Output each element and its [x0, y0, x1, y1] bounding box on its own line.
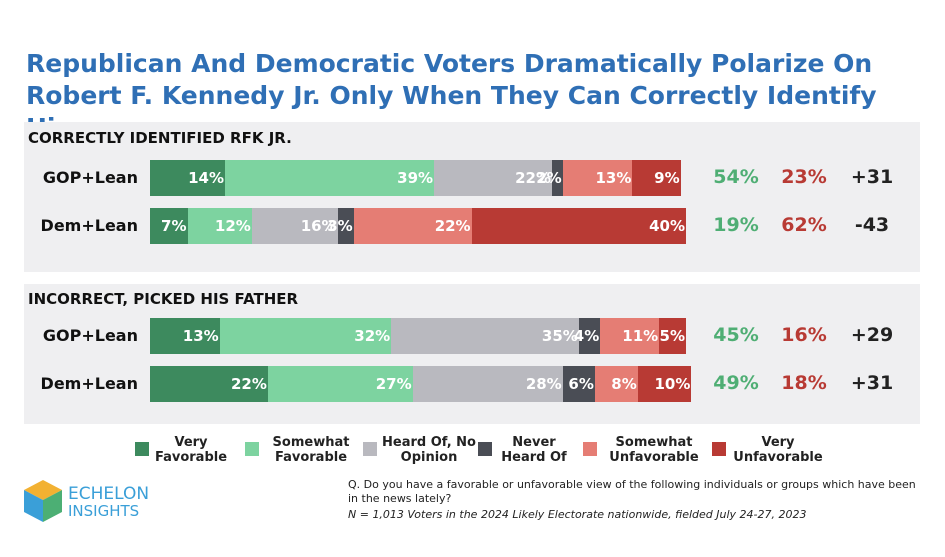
data-label: 22%	[515, 169, 551, 187]
data-label: 12%	[214, 217, 251, 235]
total-value: 18%	[781, 372, 827, 394]
category-label: GOP+Lean	[42, 326, 138, 345]
legend-label: Very Favorable	[154, 435, 228, 465]
logo-text: INSIGHTS	[68, 502, 140, 520]
legend-label: Never Heard Of	[501, 435, 567, 465]
data-label: 9%	[654, 169, 680, 187]
category-label: GOP+Lean	[42, 168, 138, 187]
panel-background	[24, 122, 920, 272]
panel-title: INCORRECT, PICKED HIS FATHER	[28, 290, 299, 308]
category-label: Dem+Lean	[40, 374, 138, 393]
data-label: 13%	[182, 327, 219, 345]
data-label: 11%	[622, 327, 659, 345]
total-value: 16%	[781, 324, 827, 346]
bar-segment	[187, 208, 252, 244]
data-label: 27%	[375, 375, 412, 393]
data-label: 22%	[434, 217, 471, 235]
bar-segment	[219, 318, 392, 354]
bar-segment	[594, 366, 638, 402]
bar-segment	[632, 160, 681, 196]
data-label: 22%	[231, 375, 267, 393]
legend-swatch	[363, 442, 377, 456]
data-label: 40%	[649, 217, 685, 235]
legend-label: Somewhat Unfavorable	[609, 435, 699, 465]
data-label: 8%	[611, 375, 637, 393]
total-value: 45%	[713, 324, 759, 346]
bar-segment	[251, 208, 338, 244]
footnote-sample: N = 1,013 Voters in the 2024 Likely Elec…	[348, 508, 807, 521]
data-label: 16%	[300, 217, 337, 235]
data-label: 2%	[536, 169, 562, 187]
total-value: +31	[850, 372, 894, 394]
total-value: +31	[850, 166, 894, 188]
legend-swatch	[583, 442, 597, 456]
data-label: 14%	[188, 169, 225, 187]
legend-swatch	[245, 442, 259, 456]
bar-segment	[150, 318, 220, 354]
legend-swatch	[135, 442, 149, 456]
data-label: 4%	[573, 327, 600, 345]
total-value: 62%	[781, 214, 827, 236]
bar-segment	[578, 318, 601, 354]
bar-segment	[150, 366, 268, 402]
chart-title: Republican And Democratic Voters Dramati…	[26, 49, 877, 142]
data-label: 35%	[541, 327, 578, 345]
bar-segment	[267, 366, 413, 402]
total-value: 54%	[713, 166, 759, 188]
logo-icon	[24, 480, 62, 522]
bar-segment	[337, 208, 354, 244]
data-label: 28%	[525, 375, 562, 393]
bar-segment	[412, 366, 563, 402]
legend-label: Very Unfavorable	[733, 435, 823, 465]
data-label: 5%	[659, 327, 685, 345]
footnote-question: Q. Do you have a favorable or unfavorabl…	[348, 478, 916, 505]
data-label: 6%	[568, 375, 594, 393]
total-value: 23%	[781, 166, 827, 188]
legend-swatch	[478, 442, 492, 456]
data-label: 39%	[397, 169, 434, 187]
bar-segment	[391, 318, 579, 354]
data-label: 7%	[161, 217, 187, 235]
bar-segment	[225, 160, 435, 196]
bar-segment	[600, 318, 660, 354]
bar-segment	[562, 366, 595, 402]
total-value: 19%	[713, 214, 759, 236]
legend-swatch	[712, 442, 726, 456]
logo-text: ECHELON	[68, 484, 150, 504]
bar-segment	[659, 318, 686, 354]
panel-title: CORRECTLY IDENTIFIED RFK JR.	[28, 129, 292, 147]
bar-segment	[353, 208, 472, 244]
data-label: 32%	[354, 327, 391, 345]
bar-segment	[434, 160, 552, 196]
bar-segment	[150, 160, 226, 196]
bar-segment	[150, 208, 188, 244]
total-value: -43	[854, 214, 890, 236]
legend-label: Somewhat Favorable	[272, 435, 350, 465]
data-label: 10%	[654, 375, 691, 393]
category-label: Dem+Lean	[40, 216, 138, 235]
bar-segment	[471, 208, 686, 244]
total-value: +29	[850, 324, 894, 346]
total-value: 49%	[713, 372, 759, 394]
bar-segment	[552, 160, 563, 196]
data-label: 3%	[327, 217, 353, 235]
bar-segment	[637, 366, 692, 402]
legend-label: Heard Of, No Opinion	[382, 435, 476, 465]
bar-segment	[562, 160, 633, 196]
data-label: 13%	[595, 169, 632, 187]
